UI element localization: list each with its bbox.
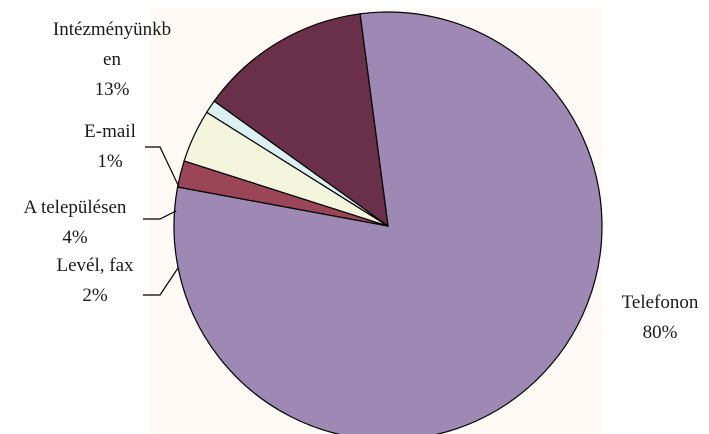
slice-label: Telefonon 80% bbox=[622, 292, 699, 343]
slice-label: Levél, fax 2% bbox=[56, 255, 134, 306]
slice-label: A településen 4% bbox=[24, 197, 127, 248]
slice-label: E-mail 1% bbox=[84, 121, 136, 172]
pie-slices bbox=[174, 12, 602, 434]
